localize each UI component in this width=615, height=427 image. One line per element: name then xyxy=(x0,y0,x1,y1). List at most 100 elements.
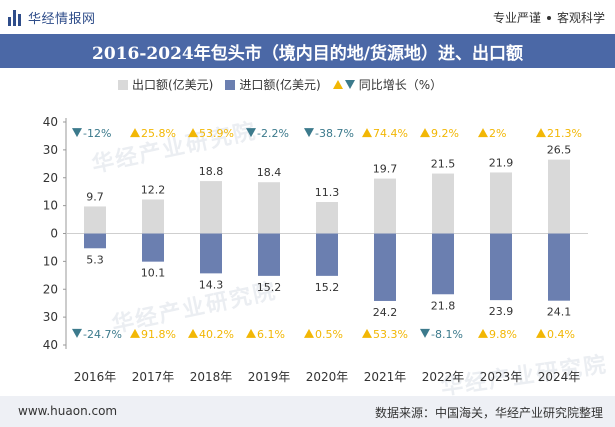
growth-up-triangle-icon xyxy=(478,328,488,338)
export-growth-label: 9.2% xyxy=(431,127,459,140)
growth-up-triangle-icon xyxy=(420,128,430,138)
export-bar xyxy=(142,199,164,234)
growth-down-triangle-icon xyxy=(72,328,82,338)
growth-up-triangle-icon xyxy=(478,128,488,138)
x-tick-label: 2020年 xyxy=(306,370,349,384)
import-bar xyxy=(84,233,106,249)
growth-up-triangle-icon xyxy=(130,328,140,338)
legend-export-swatch xyxy=(118,79,128,90)
x-tick-label: 2021年 xyxy=(364,370,407,384)
tagline: 专业严谨 客观科学 xyxy=(493,9,605,26)
growth-up-triangle-icon xyxy=(130,128,140,138)
growth-up-triangle-icon xyxy=(362,328,372,338)
chart-title: 2016-2024年包头市（境内目的地/货源地）进、出口额 xyxy=(92,43,523,64)
x-tick-label: 2019年 xyxy=(248,370,291,384)
export-growth-label: 2% xyxy=(489,127,506,140)
import-growth-label: 6.1% xyxy=(257,328,285,341)
tagline-dot-icon xyxy=(546,15,551,20)
import-data-label: 15.2 xyxy=(257,281,282,294)
legend-import-swatch xyxy=(225,79,236,90)
export-data-label: 18.4 xyxy=(257,166,282,179)
y-tick-label: 30 xyxy=(43,310,58,324)
import-data-label: 24.2 xyxy=(373,306,398,319)
y-tick-label: 10 xyxy=(43,199,58,213)
import-growth-label: 0.5% xyxy=(315,328,343,341)
footer: www.huaon.com 数据来源：中国海关，华经产业研究院整理 xyxy=(0,396,615,427)
growth-down-triangle-icon xyxy=(304,128,314,138)
brand[interactable]: 华经情报网 xyxy=(8,8,96,27)
y-tick-label: 20 xyxy=(43,171,58,185)
import-bar xyxy=(432,233,454,295)
import-data-label: 5.3 xyxy=(86,253,104,266)
export-growth-label: -12% xyxy=(83,127,111,140)
export-growth-label: 25.8% xyxy=(141,127,176,140)
legend-growth-label: 同比增长（%） xyxy=(358,78,443,92)
growth-down-triangle-icon xyxy=(246,128,256,138)
export-bar xyxy=(374,178,396,234)
triangle-down-icon xyxy=(344,80,355,89)
export-data-label: 19.7 xyxy=(373,163,398,176)
export-growth-label: -38.7% xyxy=(315,127,354,140)
import-bar xyxy=(258,233,280,276)
y-tick-label: 30 xyxy=(43,143,58,157)
import-bar xyxy=(374,233,396,301)
export-bar xyxy=(200,181,222,234)
import-growth-label: 91.8% xyxy=(141,328,176,341)
x-tick-label: 2018年 xyxy=(190,370,233,384)
export-bar xyxy=(490,172,512,234)
import-growth-label: 53.3% xyxy=(373,328,408,341)
legend-import: 进口额(亿美元) xyxy=(225,76,321,93)
x-tick-label: 2023年 xyxy=(480,370,523,384)
export-data-label: 12.2 xyxy=(141,183,166,196)
legend-growth: 同比增长（%） xyxy=(332,76,443,93)
export-growth-label: -2.2% xyxy=(257,127,289,140)
import-data-label: 14.3 xyxy=(199,278,224,291)
export-growth-label: 21.3% xyxy=(547,127,582,140)
legend-export: 出口额(亿美元) xyxy=(118,76,213,93)
import-bar xyxy=(200,233,222,274)
export-bar xyxy=(548,159,570,234)
tagline-right: 客观科学 xyxy=(556,11,605,25)
y-tick-label: 20 xyxy=(43,282,58,296)
growth-down-triangle-icon xyxy=(72,128,82,138)
import-growth-label: -24.7% xyxy=(83,328,122,341)
export-bar xyxy=(258,182,280,234)
chart-title-bar: 2016-2024年包头市（境内目的地/货源地）进、出口额 xyxy=(0,34,615,68)
export-data-label: 9.7 xyxy=(86,190,104,203)
export-bar xyxy=(84,206,106,234)
growth-up-triangle-icon xyxy=(188,128,198,138)
legend-import-label: 进口额(亿美元) xyxy=(239,78,321,92)
x-tick-label: 2016年 xyxy=(74,370,117,384)
import-data-label: 10.1 xyxy=(141,267,166,280)
export-data-label: 26.5 xyxy=(547,144,572,157)
footer-site-link[interactable]: www.huaon.com xyxy=(18,404,118,418)
export-data-label: 21.5 xyxy=(431,158,456,171)
export-growth-label: 53.9% xyxy=(199,127,234,140)
export-data-label: 21.9 xyxy=(489,156,514,169)
y-tick-label: 10 xyxy=(43,254,58,268)
triangle-up-icon xyxy=(332,80,343,89)
growth-up-triangle-icon xyxy=(304,328,314,338)
export-bar xyxy=(432,173,454,234)
chart-area: 40 30 20 10 0 10 20 30 40 9.7 5.3 2016年 -12% -24.7% 12… xyxy=(43,115,588,384)
import-growth-label: 0.4% xyxy=(547,328,575,341)
import-data-label: 15.2 xyxy=(315,281,340,294)
export-bar xyxy=(316,202,338,234)
growth-up-triangle-icon xyxy=(362,128,372,138)
export-growth-label: 74.4% xyxy=(373,127,408,140)
brand-logo-icon xyxy=(8,9,22,26)
top-bar: 华经情报网 专业严谨 客观科学 xyxy=(0,0,615,35)
y-tick-label: 40 xyxy=(43,338,58,352)
import-data-label: 23.9 xyxy=(489,305,514,318)
import-bar xyxy=(490,233,512,301)
y-tick-label: 40 xyxy=(43,115,58,129)
import-bar xyxy=(548,233,570,301)
import-growth-label: -8.1% xyxy=(431,328,463,341)
import-bar xyxy=(316,233,338,276)
legend-growth-icons xyxy=(332,80,355,89)
tagline-left: 专业严谨 xyxy=(492,11,541,25)
import-data-label: 24.1 xyxy=(547,306,572,319)
import-data-label: 21.8 xyxy=(431,299,456,312)
x-tick-label: 2017年 xyxy=(132,370,175,384)
growth-up-triangle-icon xyxy=(188,328,198,338)
